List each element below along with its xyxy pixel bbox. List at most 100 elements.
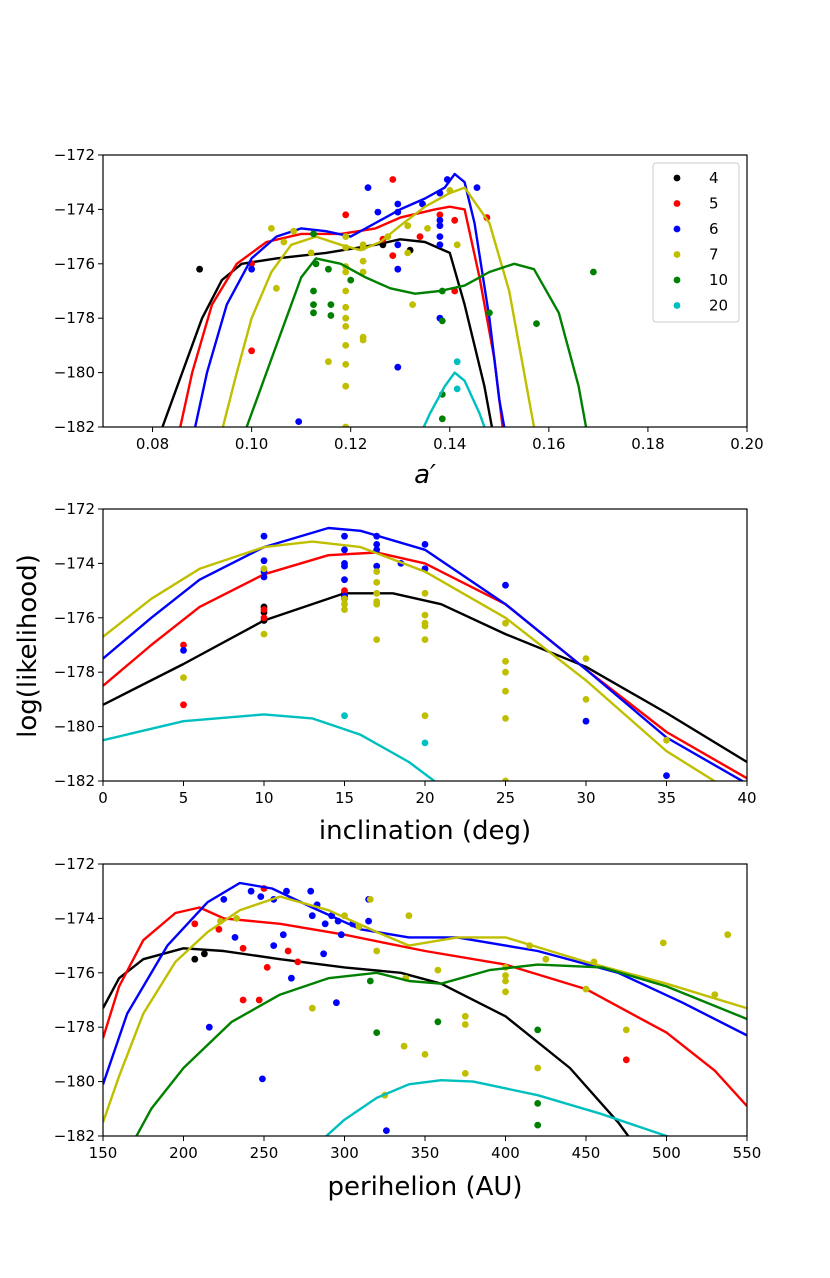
data-point-10 (327, 301, 335, 308)
x-tick-label: 250 (250, 1144, 279, 1162)
data-point-5 (389, 176, 397, 183)
data-point-7 (359, 257, 367, 265)
data-point-7 (342, 323, 350, 330)
data-point-7 (421, 622, 429, 630)
data-point-4 (379, 241, 387, 249)
data-point-7 (355, 923, 363, 930)
x-tick-label: 25 (496, 789, 515, 807)
data-point-7 (290, 227, 298, 235)
data-point-4 (191, 955, 199, 963)
data-point-6 (436, 233, 444, 241)
data-point-5 (294, 958, 302, 966)
legend-marker-20 (673, 302, 681, 309)
data-point-7 (342, 342, 350, 349)
data-point-6 (260, 532, 268, 540)
data-point-10 (434, 1018, 442, 1026)
data-point-7 (342, 303, 350, 311)
data-point-10 (533, 320, 540, 327)
series-line-10 (245, 257, 588, 427)
x-tick-label: 0 (98, 789, 108, 807)
data-point-10 (373, 1029, 381, 1036)
data-point-7 (526, 942, 533, 949)
plot-area (103, 881, 747, 1136)
data-point-7 (268, 225, 275, 232)
x-tick-label: 5 (179, 789, 189, 807)
data-point-5 (260, 606, 268, 613)
series-line-7 (103, 540, 717, 781)
y-tick-label: −178 (54, 1018, 95, 1036)
data-point-7 (400, 1042, 408, 1050)
series-line-4 (103, 592, 747, 764)
data-point-10 (590, 268, 597, 276)
data-point-7 (502, 972, 509, 979)
data-point-7 (342, 268, 350, 276)
x-tick-label: 0.14 (433, 435, 466, 453)
x-tick-label: 10 (254, 789, 273, 807)
x-tick-label: 550 (733, 1144, 762, 1162)
data-point-7 (307, 249, 315, 257)
data-point-7 (373, 568, 381, 575)
series-line-4 (103, 947, 630, 1136)
x-tick-label: 450 (572, 1144, 601, 1162)
data-point-7 (534, 1064, 542, 1072)
data-point-10 (325, 265, 332, 273)
data-point-7 (404, 249, 412, 257)
y-tick-label: −178 (54, 309, 95, 327)
y-tick-label: −172 (54, 855, 95, 873)
x-tick-label: 20 (415, 789, 434, 807)
data-point-7 (421, 611, 429, 619)
data-point-6 (341, 576, 348, 584)
x-tick-label: 200 (169, 1144, 198, 1162)
y-tick-label: −174 (54, 909, 95, 927)
data-point-4 (196, 265, 204, 273)
x-tick-label: 0.12 (334, 435, 367, 453)
data-point-7 (446, 187, 454, 194)
data-point-6 (220, 896, 228, 903)
data-point-5 (255, 996, 263, 1004)
data-point-7 (366, 896, 374, 903)
y-tick-label: −172 (54, 146, 95, 164)
data-point-6 (279, 931, 287, 939)
legend-label-5: 5 (709, 195, 719, 213)
data-point-7 (461, 1070, 469, 1077)
data-point-7 (542, 955, 550, 963)
data-point-6 (394, 200, 402, 208)
data-point-7 (659, 939, 667, 947)
data-point-5 (451, 216, 459, 224)
y-tick-label: −182 (54, 418, 95, 436)
y-tick-label: −176 (54, 609, 95, 627)
x-tick-label: 500 (652, 1144, 681, 1162)
data-point-5 (389, 252, 397, 259)
y-tick-label: −178 (54, 663, 95, 681)
data-point-6 (260, 557, 268, 565)
data-point-7 (421, 589, 429, 597)
data-point-7 (280, 238, 288, 246)
data-point-10 (366, 977, 374, 985)
x-tick-label: 40 (737, 789, 756, 807)
data-point-7 (342, 233, 350, 241)
data-point-7 (404, 222, 412, 230)
y-tick-label: −182 (54, 772, 95, 790)
series-line-7 (103, 895, 747, 1123)
series-line-20 (422, 371, 486, 427)
data-point-6 (436, 222, 444, 230)
data-point-20 (453, 358, 461, 366)
data-point-7 (260, 565, 268, 573)
plot-area (103, 526, 747, 781)
data-point-5 (341, 587, 348, 594)
data-point-6 (582, 717, 590, 725)
legend-marker-5 (673, 200, 681, 207)
data-point-6 (205, 1023, 213, 1031)
data-point-6 (394, 265, 402, 273)
data-point-10 (312, 260, 320, 268)
data-point-6 (259, 1075, 266, 1083)
data-point-6 (373, 562, 381, 570)
series-line-6 (103, 526, 745, 781)
data-point-5 (180, 701, 187, 709)
series-line-20 (103, 713, 437, 781)
data-point-6 (373, 532, 381, 540)
data-point-7 (359, 268, 367, 276)
data-point-6 (248, 265, 256, 273)
data-point-7 (273, 284, 280, 292)
data-point-10 (534, 1100, 542, 1107)
